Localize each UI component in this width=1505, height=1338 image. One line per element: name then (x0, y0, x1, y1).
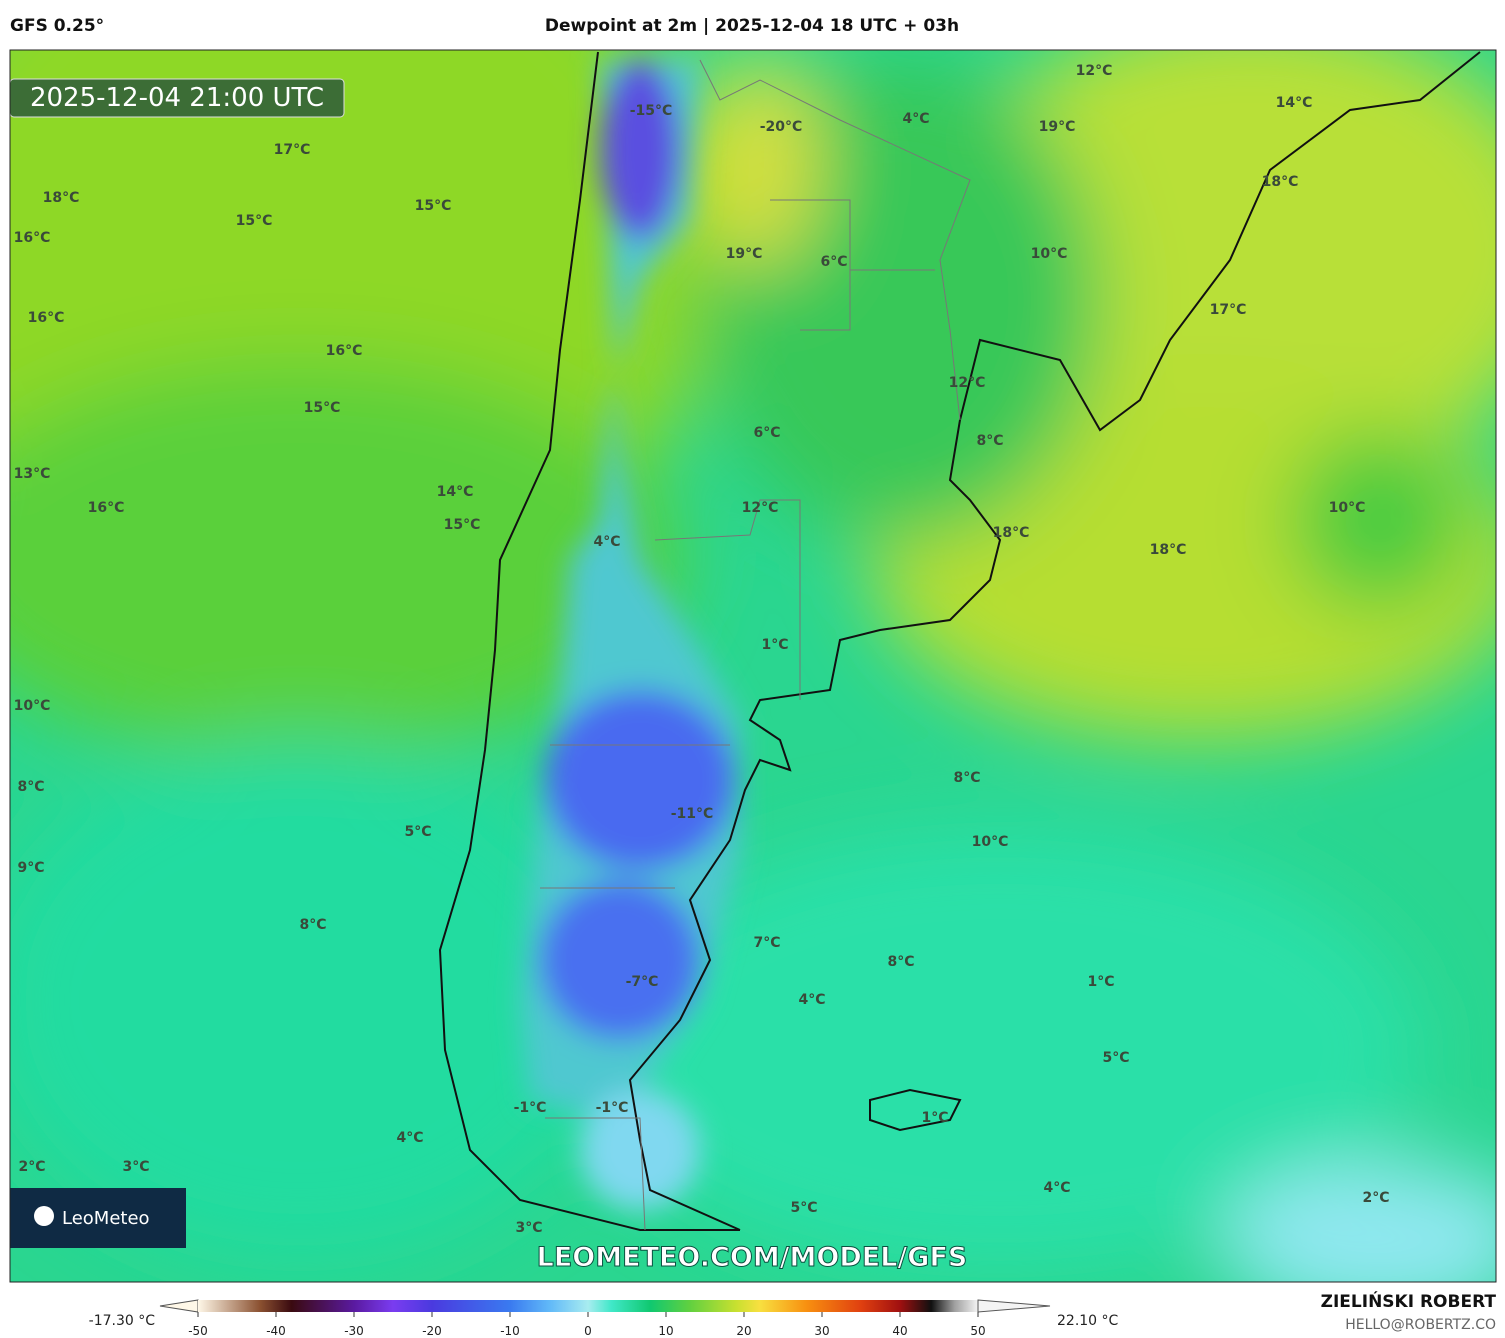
colorbar (198, 1300, 978, 1312)
map-label: 15°C (444, 517, 481, 533)
map-label: 18°C (43, 190, 80, 206)
map-label: 1°C (1087, 974, 1114, 990)
map-label: 9°C (17, 860, 44, 876)
colorbar-tick-label: 0 (584, 1324, 592, 1338)
map-label: 8°C (887, 954, 914, 970)
logo-sun (34, 1206, 54, 1226)
map-label: 15°C (415, 198, 452, 214)
map-label: 5°C (404, 824, 431, 840)
map-label: 10°C (972, 834, 1009, 850)
colorbar-max: 22.10 °C (1057, 1313, 1119, 1329)
colorbar-low-end (159, 1299, 199, 1313)
map-label: 18°C (1150, 542, 1187, 558)
map-label: 4°C (902, 111, 929, 127)
coastline (438, 51, 1481, 1231)
map-label: 2°C (18, 1159, 45, 1175)
map-title: Dewpoint at 2m | 2025-12-04 18 UTC + 03h (545, 16, 959, 36)
map-label: 3°C (122, 1159, 149, 1175)
map-frame (9, 49, 1497, 1283)
map-label: 16°C (88, 500, 125, 516)
colorbar-tick-label: 10 (658, 1324, 673, 1338)
map-label: 16°C (14, 230, 51, 246)
map-label: 19°C (1039, 119, 1076, 135)
map-label: 15°C (304, 400, 341, 416)
map-label: 8°C (976, 433, 1003, 449)
colorbar-tick-label: 30 (814, 1324, 829, 1338)
email: HELLO@ROBERTZ.CO (1345, 1317, 1496, 1333)
map-label: -1°C (596, 1100, 629, 1116)
map-label: 3°C (515, 1220, 542, 1236)
map-label: -15°C (630, 103, 673, 119)
logo: LeoMeteo (62, 1208, 150, 1229)
map-label: 10°C (1329, 500, 1366, 516)
map-label: 14°C (1276, 95, 1313, 111)
map-label: 4°C (593, 534, 620, 550)
colorbar-high-end (977, 1299, 1051, 1313)
map-label: 17°C (274, 142, 311, 158)
map-label: 19°C (726, 246, 763, 262)
map-label: 12°C (1076, 63, 1113, 79)
map-label: 4°C (1043, 1180, 1070, 1196)
map-label: -11°C (671, 806, 714, 822)
colorbar-tick-label: 40 (892, 1324, 907, 1338)
map-label: 12°C (742, 500, 779, 516)
map-label: 5°C (1102, 1050, 1129, 1066)
colorbar-tick-label: -50 (188, 1324, 208, 1338)
map-label: 16°C (326, 343, 363, 359)
map-label: 10°C (14, 698, 51, 714)
map-label: 5°C (790, 1200, 817, 1216)
map-label: 17°C (1210, 302, 1247, 318)
map-label: 16°C (28, 310, 65, 326)
map-label: 12°C (949, 375, 986, 391)
colorbar-tick-label: -10 (500, 1324, 520, 1338)
map-label: 1°C (921, 1110, 948, 1126)
colorbar-tick-label: -30 (344, 1324, 364, 1338)
timestamp-box (10, 78, 345, 118)
map-label: 14°C (437, 484, 474, 500)
map-label: 8°C (953, 770, 980, 786)
map-label: -7°C (626, 974, 659, 990)
map-label: 7°C (753, 935, 780, 951)
map-label: 2°C (1362, 1190, 1389, 1206)
map-label: 18°C (993, 525, 1030, 541)
map-label: 1°C (761, 637, 788, 653)
map-label: -20°C (760, 119, 803, 135)
borders (540, 59, 971, 1231)
colorbar-min: -17.30 °C (89, 1313, 156, 1329)
author: ZIELIŃSKI ROBERT (1321, 1290, 1497, 1312)
map-label: -1°C (514, 1100, 547, 1116)
map-label: 18°C (1262, 174, 1299, 190)
watermark: LEOMETEO.COM/MODEL/GFS (537, 1242, 968, 1273)
map-label: 6°C (820, 254, 847, 270)
timestamp: 2025-12-04 21:00 UTC (30, 83, 324, 113)
map-label: 13°C (14, 466, 51, 482)
map-label: 8°C (17, 779, 44, 795)
colorbar-tick-label: 20 (736, 1324, 751, 1338)
map-label: 10°C (1031, 246, 1068, 262)
map-label: 4°C (396, 1130, 423, 1146)
map-label: 6°C (753, 425, 780, 441)
colorbar-tick-label: -20 (422, 1324, 442, 1338)
map-label: 15°C (236, 213, 273, 229)
colorbar-tick-label: 50 (970, 1324, 985, 1338)
model-name: GFS 0.25° (10, 16, 104, 36)
map-label: 8°C (299, 917, 326, 933)
map-label: 4°C (798, 992, 825, 1008)
colorbar-tick-label: -40 (266, 1324, 286, 1338)
